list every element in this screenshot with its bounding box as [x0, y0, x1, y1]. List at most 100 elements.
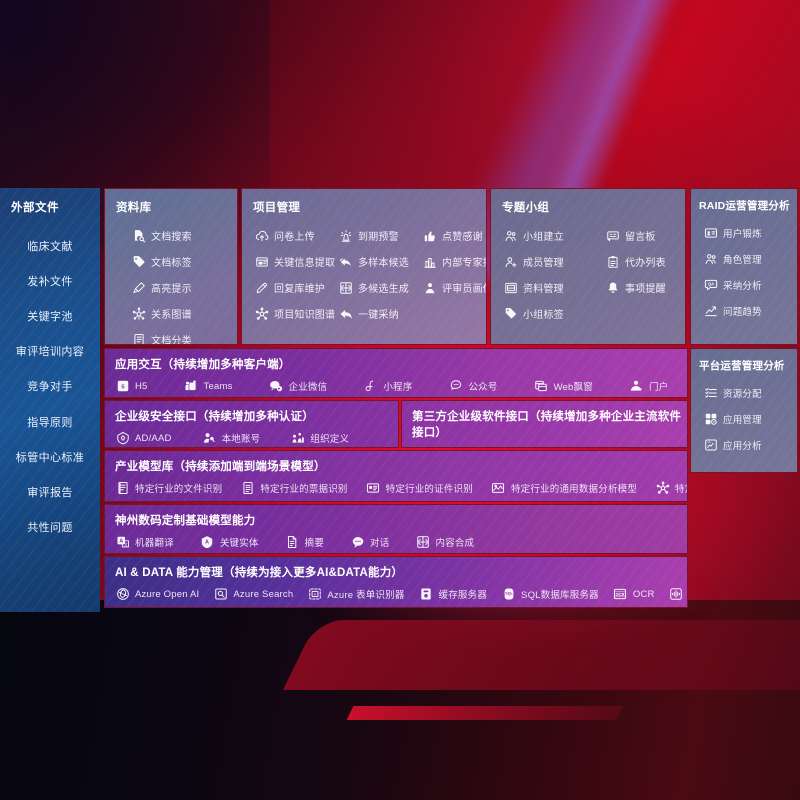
card-data-library[interactable]: 资料库 文档搜索 文档标签 高亮提示 关系图谱 文档分类 — [104, 188, 238, 345]
feature-item[interactable]: API自动化设计器 — [412, 443, 506, 447]
feature-item[interactable]: 到期预警 — [338, 223, 422, 248]
feature-item[interactable]: 特定行业的通用知识图谱模型 — [655, 477, 687, 499]
feature-item[interactable]: 多样本候选 — [338, 249, 422, 274]
feature-item[interactable]: e Azure 表单识别器 — [307, 583, 404, 605]
feature-item[interactable]: 问题趋势 — [703, 298, 793, 323]
feature-item[interactable]: 特定行业的通用数据分析模型 — [491, 477, 637, 499]
feature-item[interactable]: 项目知识图谱 — [254, 301, 338, 326]
feature-item[interactable]: 组织定义 — [290, 427, 349, 447]
feature-item[interactable]: 企业微信 — [269, 375, 328, 397]
feature-item[interactable]: 资料管理 — [503, 275, 605, 300]
sidebar-item-4[interactable]: 审评培训内容 — [15, 346, 85, 359]
feature-item[interactable]: 点赞感谢 — [422, 223, 486, 248]
document-list-icon — [131, 332, 146, 344]
feature-label: 一键采纳 — [358, 310, 399, 321]
feature-item[interactable]: 小组建立 — [503, 223, 605, 248]
feature-item[interactable]: 门户 — [629, 375, 668, 397]
feature-item[interactable]: 高亮提示 — [131, 275, 229, 300]
feature-item[interactable]: 对话 — [350, 531, 389, 553]
people-group-icon — [503, 228, 518, 243]
feature-item[interactable]: Azure Search — [213, 583, 293, 605]
sidebar-external-files: 外部文件 临床文献 发补文件 关键字池 审评培训内容 竞争对手 指导原则 标管中心标准 审评报… — [0, 188, 100, 612]
band-application-interaction[interactable]: 应用交互（持续增加多种客户端） 5 H5 Teams 企业微信 小程序 公众号 Web飘窗 门… — [104, 348, 688, 398]
band-third-party-software-interface[interactable]: 第三方企业级软件接口（持续增加多种企业主流软件接口） API自动化设计器 — [401, 400, 688, 448]
feature-item[interactable]: 关键信息提取 — [254, 249, 338, 274]
feature-item[interactable]: 回复库维护 — [254, 275, 338, 300]
feature-label: 机器翻译 — [135, 538, 174, 549]
sidebar-item-2[interactable]: 发补文件 — [27, 275, 73, 288]
feature-item[interactable]: 公众号 — [448, 375, 497, 397]
sidebar-item-9[interactable]: 共性问题 — [27, 522, 73, 535]
qa-chat-icon: QA — [703, 277, 718, 292]
feature-item[interactable]: 关系图谱 — [131, 301, 229, 326]
openai-icon — [115, 587, 130, 602]
reply-arrow-icon — [338, 306, 353, 321]
feature-item[interactable]: 成员管理 — [503, 249, 605, 274]
sidebar-item-6[interactable]: 指导原则 — [27, 416, 73, 429]
feature-item[interactable]: 一键采纳 — [338, 301, 422, 326]
feature-item[interactable]: SQL SQL数据库服务器 — [501, 583, 599, 605]
sidebar-item-7[interactable]: 标管中心标准 — [15, 451, 85, 464]
feature-item[interactable]: QA 采纳分析 — [703, 272, 793, 297]
feature-item[interactable]: AD/AAD — [115, 427, 172, 447]
feature-item[interactable]: 5 H5 — [115, 375, 148, 397]
feature-item[interactable]: 特定行业的证件识别 — [366, 477, 473, 499]
feature-item[interactable]: 语音理解 — [669, 583, 687, 605]
band-industry-model-library[interactable]: 产业模型库（持续添加端到端场景模型） 特定行业的文件识别 特定行业的票据识别 特定行… — [104, 450, 688, 502]
feature-item[interactable]: Web飘窗 — [534, 375, 593, 397]
clipboard-task-icon — [605, 254, 620, 269]
feature-item[interactable]: 小组标签 — [503, 301, 605, 326]
sidebar-item-5[interactable]: 竞争对手 — [27, 381, 73, 394]
feature-item[interactable]: 问卷上传 — [254, 223, 338, 248]
feature-item[interactable]: 特定行业的票据识别 — [240, 477, 347, 499]
feature-item[interactable]: 留言板 — [605, 223, 677, 248]
feature-item[interactable]: 资源分配 — [703, 380, 793, 405]
feature-item[interactable]: 文档分类 — [131, 327, 229, 345]
feature-item[interactable]: 小程序 — [363, 375, 412, 397]
feature-item[interactable]: 应用分析 — [703, 432, 793, 457]
feature-item[interactable]: 事项提醒 — [605, 275, 677, 300]
shield-diamond-icon — [115, 431, 130, 446]
feature-item[interactable]: 摘要 — [285, 531, 324, 553]
thumbs-up-icon — [422, 228, 437, 243]
feature-item[interactable]: 文档搜索 — [131, 223, 229, 248]
feature-item[interactable]: 代办列表 — [605, 249, 677, 274]
feature-item[interactable]: 用户锻炼 — [703, 220, 793, 245]
h5-icon: 5 — [115, 379, 130, 394]
sidebar-item-1[interactable]: 临床文献 — [27, 240, 73, 253]
feature-item[interactable]: 本地账号 — [202, 427, 261, 447]
bell-icon — [605, 280, 620, 295]
feature-item[interactable]: 内容合成 — [415, 531, 474, 553]
feature-item[interactable]: A 文机器翻译 — [115, 531, 174, 553]
feature-label: Azure Search — [233, 588, 294, 600]
right-column: RAID运营管理分析 用户锻炼 角色管理 QA 采纳分析 问题趋势 平台运营管理分析 资… — [690, 188, 800, 612]
band-custom-base-model-capability[interactable]: 神州数码定制基础模型能力 A 文机器翻译 A 关键实体 摘要 对话 内容合成 — [104, 504, 688, 554]
sidebar-item-8[interactable]: 审评报告 — [27, 486, 73, 499]
feature-item[interactable]: 文档标签 — [131, 249, 229, 274]
panel-item-list: 用户锻炼 角色管理 QA 采纳分析 问题趋势 — [691, 213, 797, 323]
feature-item[interactable]: 评审员画像 — [422, 275, 486, 300]
feature-item[interactable]: 特定行业的文件识别 — [115, 477, 222, 499]
panel-raid-operations-analysis[interactable]: RAID运营管理分析 用户锻炼 角色管理 QA 采纳分析 问题趋势 — [690, 188, 798, 345]
sidebar-item-3[interactable]: 关键字池 — [27, 310, 73, 323]
svg-text:文: 文 — [124, 542, 128, 547]
feature-label: 文档分类 — [151, 336, 192, 345]
feature-label: 关系图谱 — [151, 310, 192, 321]
feature-item[interactable]: 角色管理 — [703, 246, 793, 271]
feature-item[interactable]: 应用管理 — [703, 406, 793, 431]
feature-item[interactable]: A 关键实体 — [200, 531, 259, 553]
card-topic-group[interactable]: 专题小组 小组建立 留言板 成员管理 代办列表 资料管理 事项提醒 小组标签 — [490, 188, 686, 345]
feature-item[interactable]: Teams — [184, 375, 233, 397]
feature-item[interactable]: OCR OCR — [613, 583, 655, 605]
feature-item[interactable]: 缓存服务器 — [419, 583, 488, 605]
top-cards-row: 资料库 文档搜索 文档标签 高亮提示 关系图谱 文档分类 项目管理 问卷上传 到期预警 点赞… — [104, 188, 688, 345]
feature-item[interactable]: 多候选生成 — [338, 275, 422, 300]
background-shard-large — [282, 620, 800, 690]
document-search-icon — [131, 228, 146, 243]
panel-platform-operations-analysis[interactable]: 平台运营管理分析 资源分配 应用管理 应用分析 — [690, 348, 798, 473]
feature-item[interactable]: Azure Open AI — [115, 583, 199, 605]
feature-item[interactable]: 内部专家排名 — [422, 249, 486, 274]
band-ai-data-capability[interactable]: AI & DATA 能力管理（持续为接入更多AI&DATA能力） Azure O… — [104, 556, 688, 608]
band-enterprise-security-interface[interactable]: 企业级安全接口（持续增加多种认证） AD/AAD 本地账号 组织定义 — [104, 400, 399, 448]
